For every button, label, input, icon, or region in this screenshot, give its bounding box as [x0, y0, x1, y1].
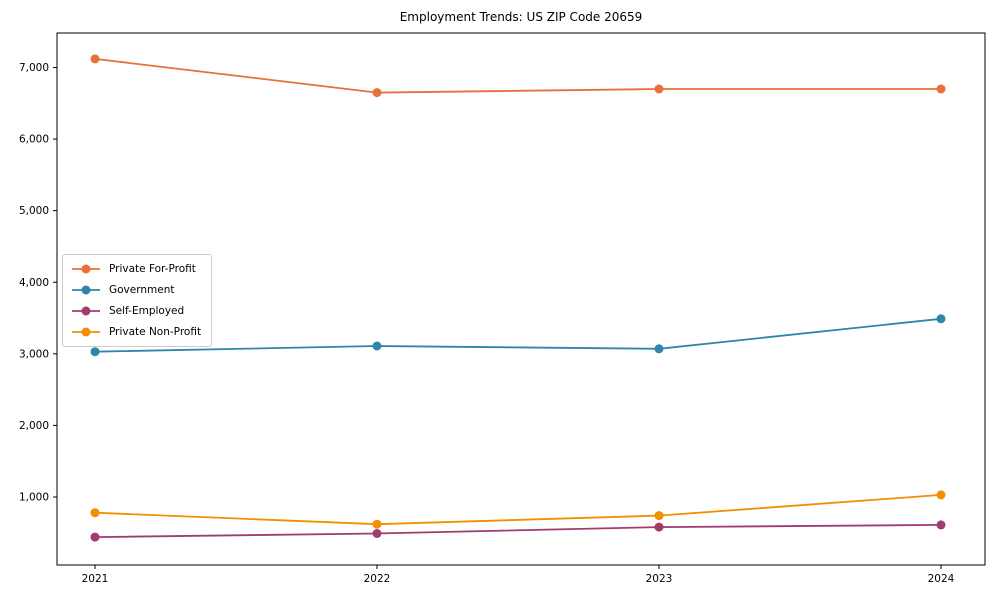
data-point-government-2022	[372, 341, 382, 351]
axes-frame	[56, 32, 986, 566]
data-point-private-non-profit-2024	[936, 490, 946, 500]
legend-item-private-non-profit: Private Non-Profit	[71, 323, 201, 341]
legend-item-private-for-profit: Private For-Profit	[71, 260, 201, 278]
data-point-private-for-profit-2023	[654, 84, 664, 94]
x-tick-label: 2023	[646, 573, 673, 585]
data-point-self-employed-2022	[372, 529, 382, 538]
data-point-government-2021	[90, 347, 100, 357]
chart-title: Employment Trends: US ZIP Code 20659	[399, 10, 643, 24]
y-tick-label: 1,000	[19, 492, 49, 504]
data-point-private-for-profit-2022	[372, 88, 382, 98]
line-marker-icon	[72, 306, 100, 316]
y-tick-label: 2,000	[19, 420, 49, 432]
legend-label: Government	[109, 284, 175, 296]
data-point-private-for-profit-2021	[90, 54, 100, 64]
line-marker-icon	[72, 264, 100, 274]
line-marker-icon	[72, 285, 100, 295]
series-line-private-non-profit	[94, 494, 942, 526]
data-point-self-employed-2021	[90, 532, 100, 542]
y-tick-label: 7,000	[19, 62, 49, 74]
y-tick-label: 4,000	[19, 277, 49, 289]
data-point-private-non-profit-2021	[90, 508, 100, 518]
data-point-government-2024	[936, 314, 946, 324]
legend-item-government: Government	[71, 281, 201, 299]
x-tick-label: 2024	[928, 573, 955, 585]
data-point-self-employed-2023	[654, 522, 664, 532]
y-tick-label: 5,000	[19, 205, 49, 217]
series-line-government	[94, 317, 942, 353]
x-tick-label: 2022	[364, 573, 391, 585]
y-tick-label: 3,000	[19, 348, 49, 360]
legend: Private For-Profit Government Self-Emplo…	[62, 254, 213, 347]
y-tick-label: 6,000	[19, 134, 49, 146]
legend-label: Self-Employed	[109, 305, 185, 317]
data-point-self-employed-2024	[936, 520, 946, 530]
data-point-private-non-profit-2023	[654, 511, 664, 521]
x-tick-label: 2021	[82, 573, 109, 585]
data-point-private-for-profit-2024	[936, 84, 946, 94]
legend-label: Private For-Profit	[109, 263, 196, 275]
line-marker-icon	[72, 327, 100, 337]
legend-item-self-employed: Self-Employed	[71, 302, 201, 320]
data-point-private-non-profit-2022	[372, 519, 382, 529]
data-point-government-2023	[654, 344, 664, 354]
legend-label: Private Non-Profit	[109, 326, 202, 338]
series-line-private-for-profit	[94, 58, 941, 94]
series-line-self-employed	[94, 524, 942, 538]
